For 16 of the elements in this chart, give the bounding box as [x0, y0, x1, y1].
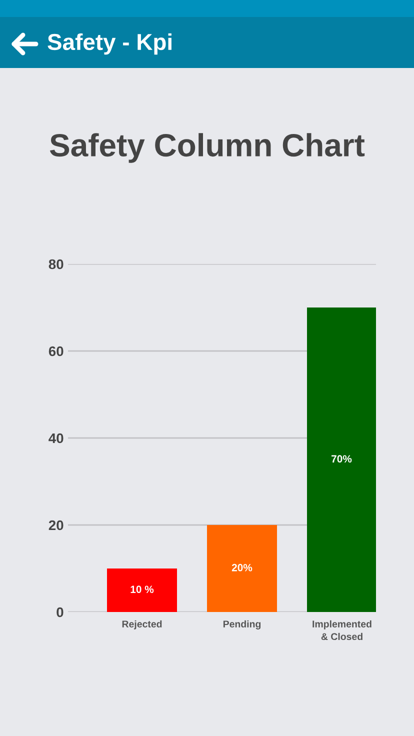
x-tick-label: Pending [223, 620, 261, 630]
bar [307, 308, 376, 612]
bar [207, 525, 277, 612]
y-tick-label: 0 [56, 607, 64, 618]
y-tick-label: 60 [48, 346, 64, 356]
text: Safety - Kpi [48, 33, 172, 55]
y-tick-label: 40 [48, 433, 64, 444]
chart-title: Safety Column Chart [50, 133, 365, 163]
x-tick-label: Rejected [122, 620, 162, 630]
y-tick-label: 20 [48, 520, 64, 530]
data-label: 70% [332, 455, 352, 463]
bar [107, 568, 177, 612]
data-label: 20% [232, 564, 252, 572]
data-label: 10 % [130, 586, 154, 594]
y-tick-label: 80 [48, 259, 64, 270]
x-tick-label: Implemented & Closed [312, 620, 372, 640]
